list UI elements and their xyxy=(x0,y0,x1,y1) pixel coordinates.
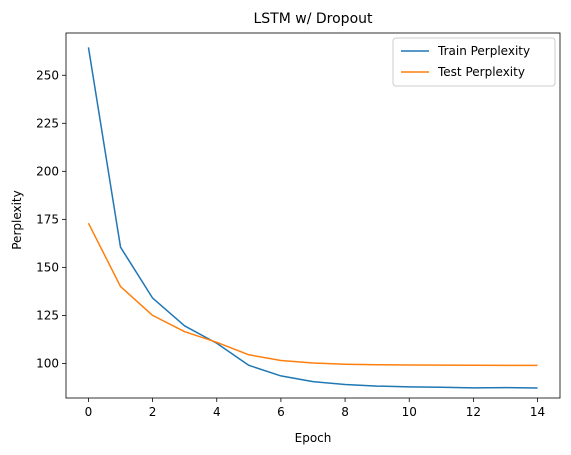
x-tick-label: 10 xyxy=(402,405,417,419)
y-tick-label: 200 xyxy=(36,164,59,178)
x-axis-title: Epoch xyxy=(295,431,332,445)
y-axis-title: Perplexity xyxy=(10,190,24,250)
series-line-0 xyxy=(87,47,538,389)
y-tick-label: 225 xyxy=(36,116,59,130)
y-tick-label: 125 xyxy=(36,308,59,322)
x-tick-label: 4 xyxy=(213,405,221,419)
legend-label: Train Perplexity xyxy=(437,44,530,58)
y-tick-label: 250 xyxy=(36,68,59,82)
series-line-1 xyxy=(87,222,538,367)
y-tick-label: 150 xyxy=(36,260,59,274)
chart-title: LSTM w/ Dropout xyxy=(254,11,374,27)
y-tick-label: 175 xyxy=(36,212,59,226)
x-tick-label: 14 xyxy=(530,405,545,419)
x-tick-label: 8 xyxy=(341,405,349,419)
x-tick-label: 0 xyxy=(85,405,93,419)
x-tick-label: 2 xyxy=(149,405,157,419)
x-tick-label: 6 xyxy=(277,405,285,419)
axes-frame xyxy=(65,32,561,399)
legend-label: Test Perplexity xyxy=(437,65,525,79)
legend: Train Perplexity Test Perplexity xyxy=(392,37,556,87)
plot-area: 0 2 4 6 8 10 12 14 100 125 150 175 200 225 250 xyxy=(36,32,561,419)
x-tick-label: 12 xyxy=(466,405,481,419)
legend-box xyxy=(392,37,556,87)
y-tick-label: 100 xyxy=(36,356,59,370)
